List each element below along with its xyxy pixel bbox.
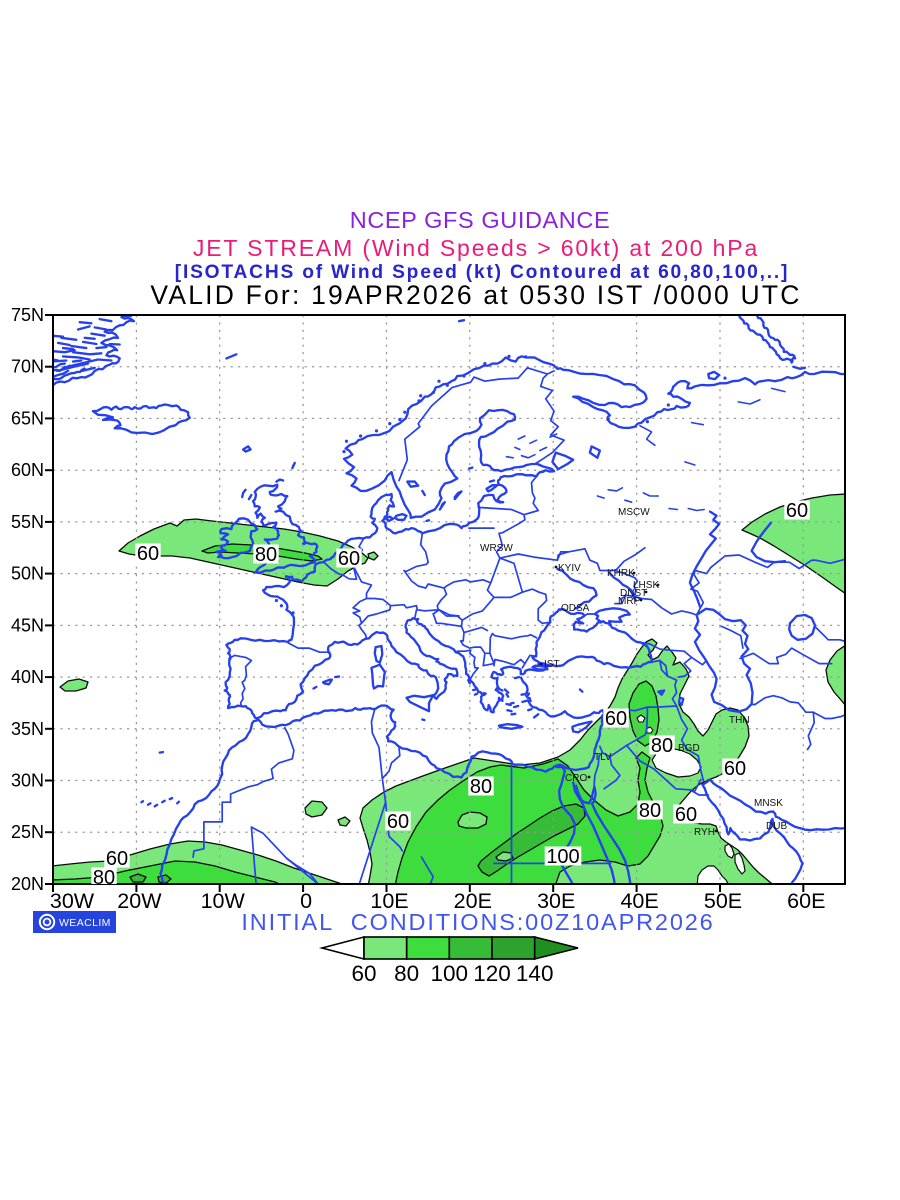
- svg-text:RYH: RYH: [694, 827, 715, 838]
- svg-text:0: 0: [300, 889, 312, 913]
- svg-text:CRO: CRO: [565, 773, 587, 784]
- svg-text:10W: 10W: [201, 889, 246, 913]
- svg-text:KHRK: KHRK: [607, 568, 635, 579]
- svg-text:55N: 55N: [11, 512, 44, 532]
- svg-text:20W: 20W: [117, 889, 162, 913]
- svg-text:60: 60: [338, 548, 360, 570]
- svg-text:DUB: DUB: [766, 821, 787, 832]
- svg-text:80: 80: [255, 544, 277, 566]
- svg-text:10E: 10E: [370, 889, 408, 913]
- svg-text:50N: 50N: [11, 564, 44, 584]
- svg-text:60: 60: [387, 811, 409, 833]
- svg-text:KYIV: KYIV: [558, 563, 581, 574]
- svg-text:60: 60: [724, 758, 746, 780]
- svg-text:MRP: MRP: [618, 596, 641, 607]
- svg-text:30N: 30N: [11, 771, 44, 791]
- svg-text:80: 80: [651, 735, 673, 757]
- svg-text:60: 60: [786, 500, 808, 522]
- svg-text:ODSA: ODSA: [561, 603, 590, 614]
- svg-text:WEACLIM: WEACLIM: [59, 917, 111, 929]
- svg-text:80: 80: [394, 961, 419, 986]
- svg-text:[ISOTACHS of Wind Speed (kt) C: [ISOTACHS of Wind Speed (kt) Contoured a…: [175, 262, 789, 283]
- svg-text:INITIAL CONDITIONS:00Z10APR20: INITIAL CONDITIONS:00Z10APR2026: [241, 909, 714, 935]
- svg-text:NCEP GFS GUIDANCE: NCEP GFS GUIDANCE: [350, 207, 610, 233]
- svg-text:75N: 75N: [11, 305, 44, 325]
- svg-text:60: 60: [675, 804, 697, 826]
- svg-text:LHSK: LHSK: [633, 580, 659, 591]
- svg-text:60: 60: [137, 543, 159, 565]
- svg-text:MSCW: MSCW: [618, 507, 650, 518]
- svg-text:60: 60: [106, 848, 128, 870]
- svg-text:30W: 30W: [50, 889, 95, 913]
- svg-text:IST: IST: [544, 659, 560, 670]
- svg-text:TLV: TLV: [594, 752, 612, 763]
- svg-text:25N: 25N: [11, 822, 44, 842]
- svg-text:70N: 70N: [11, 357, 44, 377]
- svg-text:60E: 60E: [787, 889, 825, 913]
- svg-text:JET STREAM (Wind Speeds > 60kt: JET STREAM (Wind Speeds > 60kt) at 200 h…: [193, 235, 759, 261]
- svg-text:120: 120: [473, 961, 511, 986]
- svg-text:60: 60: [351, 961, 376, 986]
- svg-text:60: 60: [605, 708, 627, 730]
- svg-text:VALID For: 19APR2026 at 0530 I: VALID For: 19APR2026 at 0530 IST /0000 U…: [150, 280, 801, 310]
- svg-text:80: 80: [639, 800, 661, 822]
- svg-text:80: 80: [93, 867, 115, 889]
- svg-text:BGD: BGD: [678, 743, 700, 754]
- svg-text:THN: THN: [729, 715, 750, 726]
- svg-text:80: 80: [470, 776, 492, 798]
- svg-text:20E: 20E: [454, 889, 492, 913]
- svg-text:20N: 20N: [11, 874, 44, 894]
- svg-text:40N: 40N: [11, 667, 44, 687]
- svg-text:140: 140: [516, 961, 554, 986]
- svg-text:30E: 30E: [537, 889, 575, 913]
- svg-text:65N: 65N: [11, 408, 44, 428]
- svg-text:DNST: DNST: [620, 588, 647, 599]
- svg-text:100: 100: [431, 961, 469, 986]
- svg-text:50E: 50E: [704, 889, 742, 913]
- svg-text:60N: 60N: [11, 460, 44, 480]
- svg-text:WRSW: WRSW: [480, 543, 513, 554]
- svg-text:MNSK: MNSK: [754, 798, 783, 809]
- svg-text:35N: 35N: [11, 719, 44, 739]
- svg-text:100: 100: [546, 846, 579, 868]
- svg-text:40E: 40E: [620, 889, 658, 913]
- svg-text:45N: 45N: [11, 615, 44, 635]
